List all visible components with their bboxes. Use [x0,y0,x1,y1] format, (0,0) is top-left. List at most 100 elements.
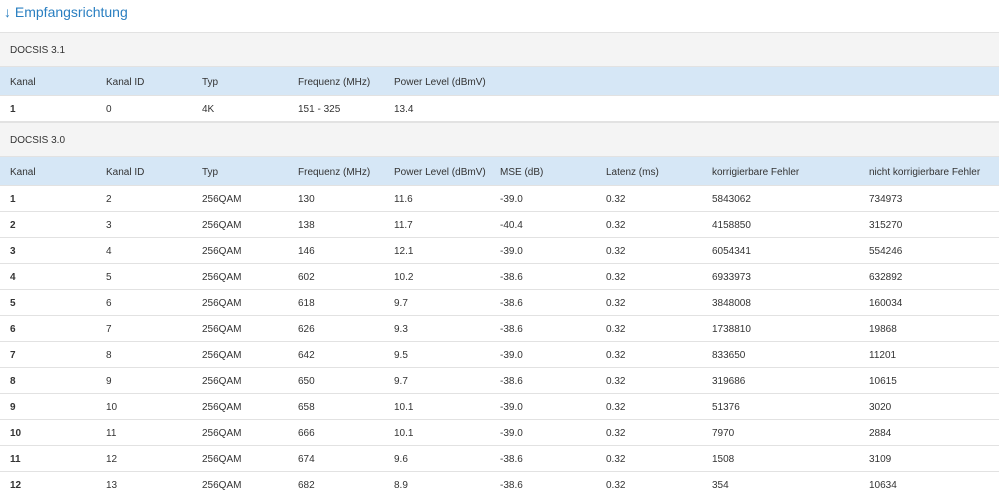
column-header: Frequenz (MHz) [298,167,371,178]
table-cell: 319686 [712,376,746,387]
table-cell: 3 [10,246,16,257]
table-cell: 626 [298,324,315,335]
table-cell: 6933973 [712,272,751,283]
table-cell: 3 [106,220,112,231]
table-cell: 632892 [869,272,903,283]
table-cell: 0.32 [606,454,626,465]
table-cell: 10634 [869,480,897,491]
table-cell: 130 [298,194,315,205]
table-cell: 9.5 [394,350,408,361]
table-cell: 11201 [869,350,897,361]
table-cell: -38.6 [500,272,523,283]
table-cell: 10615 [869,376,897,387]
table-cell: 151 - 325 [298,104,341,115]
table-row [0,264,999,290]
column-header: Typ [202,167,219,178]
column-header: Power Level (dBmV) [394,167,486,178]
table-cell: -38.6 [500,298,523,309]
table-cell: 0.32 [606,272,626,283]
table-cell: 1738810 [712,324,751,335]
table-cell: -39.0 [500,194,523,205]
table-cell: 833650 [712,350,746,361]
table-cell: 8.9 [394,480,408,491]
table-cell: 315270 [869,220,903,231]
table-cell: 256QAM [202,428,242,439]
table-row [0,290,999,316]
table-row [0,368,999,394]
table-row [0,342,999,368]
table-cell: 11 [106,428,117,439]
table-cell: 9.3 [394,324,408,335]
table-header [0,67,999,96]
table-cell: 19868 [869,324,897,335]
table-cell: 256QAM [202,272,242,283]
table-cell: -40.4 [500,220,523,231]
table-cell: 9 [10,402,16,413]
table-row [0,186,999,212]
table-cell: 6054341 [712,246,751,257]
column-header: MSE (dB) [500,167,544,178]
table-cell: 734973 [869,194,903,205]
table-cell: 0 [106,104,112,115]
table-cell: 4K [202,104,215,115]
table-cell: 0.32 [606,298,626,309]
table-row [0,446,999,472]
table-cell: 0.32 [606,350,626,361]
section-header [0,122,999,157]
page-title: ↓ Empfangsrichtung [4,4,128,20]
table-cell: 6 [10,324,16,335]
table-cell: 2884 [869,428,892,439]
table-cell: -39.0 [500,428,523,439]
table-cell: 12.1 [394,246,414,257]
table-cell: 658 [298,402,315,413]
table-cell: 0.32 [606,376,626,387]
table-cell: 3848008 [712,298,751,309]
table-cell: 256QAM [202,376,242,387]
table-cell: 256QAM [202,480,242,491]
table-cell: 618 [298,298,315,309]
column-header: Latenz (ms) [606,167,659,178]
table-cell: 3020 [869,402,892,413]
table-cell: 11.6 [394,194,413,205]
table-cell: 1508 [712,454,735,465]
table-header [0,157,999,186]
table-cell: -39.0 [500,402,523,413]
table-cell: 7970 [712,428,735,439]
section-title: DOCSIS 3.1 [10,45,66,56]
table-row [0,96,999,122]
table-cell: 11 [10,454,21,465]
table-row [0,316,999,342]
table-cell: -39.0 [500,246,523,257]
column-header: Typ [202,77,219,88]
section-header [0,32,999,67]
table-cell: 0.32 [606,194,626,205]
table-cell: 10.1 [394,428,414,439]
table-cell: 12 [10,480,22,491]
table-cell: 10.1 [394,402,414,413]
table-cell: -38.6 [500,324,523,335]
table-row [0,212,999,238]
table-cell: 0.32 [606,220,626,231]
table-cell: 2 [10,220,16,231]
table-cell: 256QAM [202,324,242,335]
table-cell: 5 [106,272,112,283]
table-cell: 138 [298,220,315,231]
table-cell: 146 [298,246,315,257]
table-cell: 9.7 [394,376,408,387]
section-title: DOCSIS 3.0 [10,135,66,146]
table-cell: 256QAM [202,246,242,257]
table-cell: 256QAM [202,220,242,231]
table-cell: 4158850 [712,220,751,231]
table-cell: 602 [298,272,315,283]
table-cell: 674 [298,454,315,465]
table-cell: 0.32 [606,324,626,335]
table-cell: 256QAM [202,350,242,361]
table-cell: 0.32 [606,428,626,439]
table-cell: 13.4 [394,104,414,115]
table-cell: 682 [298,480,315,491]
table-cell: 0.32 [606,402,626,413]
table-cell: 5 [10,298,16,309]
table-cell: 9.6 [394,454,408,465]
table-cell: 6 [106,298,112,309]
